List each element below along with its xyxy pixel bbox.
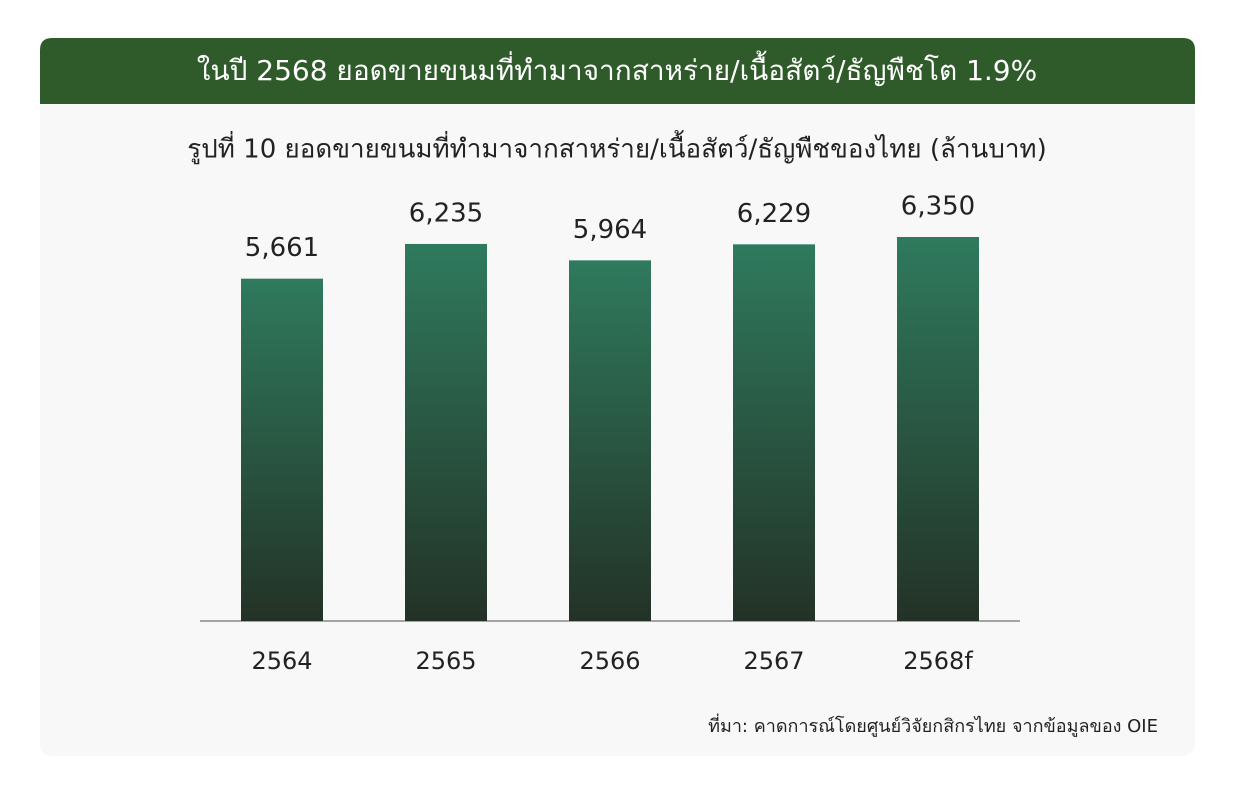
bar [405,243,487,621]
value-label: 6,350 [901,192,975,222]
value-label: 6,229 [737,199,811,229]
x-tick-label: 2564 [251,647,312,675]
chart-title: ในปี 2568 ยอดขายขนมที่ทำมาจากสาหร่าย/เนื… [197,50,1037,87]
source-note: ที่มา: คาดการณ์โดยศูนย์วิจัยกสิกรไทย จาก… [708,713,1158,737]
value-label: 6,235 [409,198,483,228]
value-label: 5,964 [573,215,647,245]
bar [897,237,979,621]
x-tick-label: 2566 [579,647,640,675]
x-tick-label: 2565 [415,647,476,675]
x-tick-label: 2568f [903,647,973,675]
bar [733,244,815,621]
bar [241,278,323,621]
value-label: 5,661 [245,233,319,263]
bar [569,260,651,621]
x-tick-label: 2567 [743,647,804,675]
chart-subtitle: รูปที่ 10 ยอดขายขนมที่ทำมาจากสาหร่าย/เนื… [187,130,1046,165]
header-bar [40,38,1195,104]
